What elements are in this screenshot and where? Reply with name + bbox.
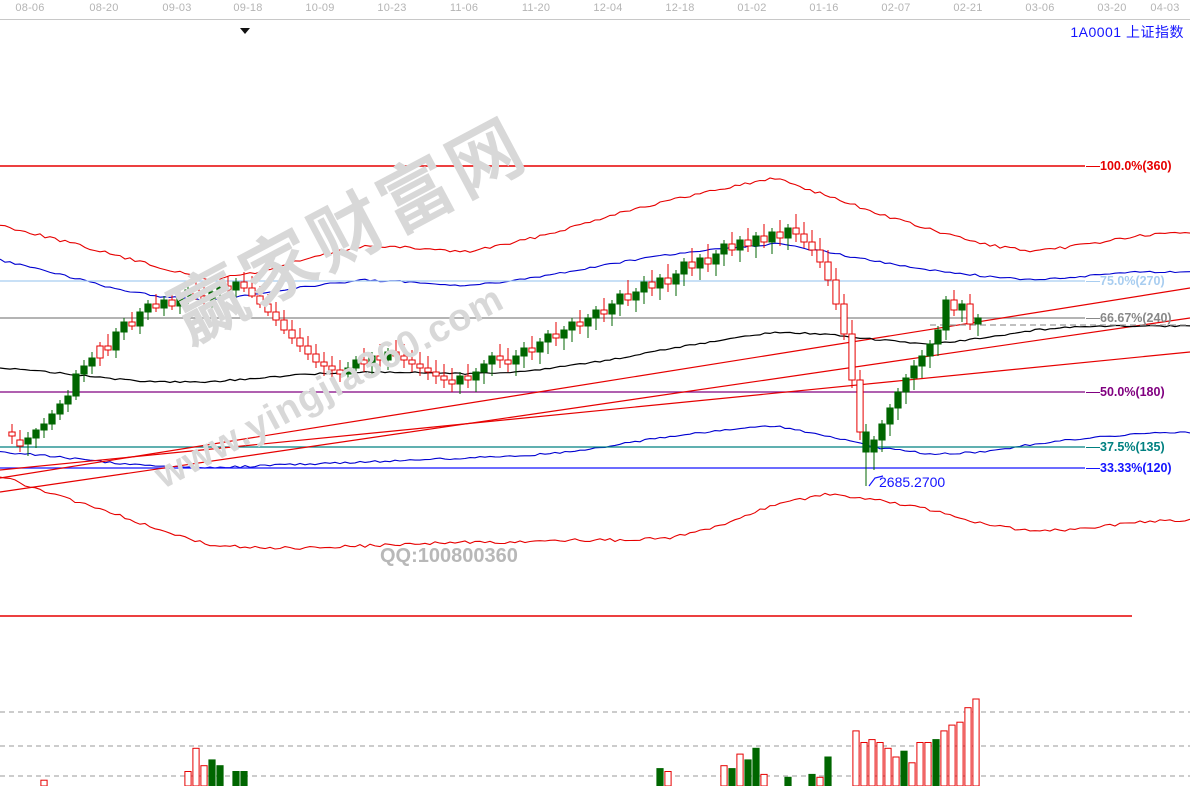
watermark-qq: QQ:100800360 — [380, 545, 518, 567]
fib-label-connector — [1086, 166, 1100, 167]
moving-averages — [0, 324, 1190, 384]
fib-label-connector — [1086, 392, 1100, 393]
fib-level-label: 100.0%(360) — [1100, 159, 1172, 173]
date-tick: 04-03 — [1150, 2, 1180, 14]
fib-level-label: 75.0%(270) — [1100, 274, 1165, 288]
date-tick: 10-09 — [305, 2, 335, 14]
volume-gridlines — [0, 711, 1190, 777]
volume-chart — [0, 698, 1190, 786]
fib-level-label: 66.67%(240) — [1100, 311, 1172, 325]
fibonacci-lines — [0, 165, 1085, 469]
date-tick: 11-06 — [449, 2, 479, 14]
fib-level-label: 50.0%(180) — [1100, 385, 1165, 399]
candlestick-series — [8, 214, 982, 486]
indicator-bands — [0, 177, 1190, 550]
date-tick: 09-18 — [233, 2, 263, 14]
triangle-down-marker-icon[interactable] — [240, 28, 250, 34]
instrument-title: 1A0001 上证指数 — [1070, 24, 1184, 40]
date-tick: 02-21 — [953, 2, 983, 14]
date-axis: 08-06 08-20 09-03 09-18 10-09 10-23 11-06 11-20… — [0, 0, 1190, 20]
date-tick: 01-02 — [737, 2, 767, 14]
date-tick: 08-06 — [15, 2, 45, 14]
price-low-callout: 2685.2700 — [879, 474, 946, 490]
date-tick: 09-03 — [162, 2, 192, 14]
date-tick: 03-20 — [1097, 2, 1127, 14]
fib-label-connector — [1086, 281, 1100, 282]
fib-label-connector — [1086, 447, 1100, 448]
date-tick: 11-20 — [521, 2, 551, 14]
trendlines — [0, 287, 1190, 617]
date-tick: 02-07 — [881, 2, 911, 14]
callout-leader — [868, 475, 884, 487]
date-tick: 01-16 — [809, 2, 839, 14]
date-tick: 03-06 — [1025, 2, 1055, 14]
volume-bars — [40, 698, 980, 786]
fib-label-connector — [1086, 318, 1100, 319]
fib-level-label: 37.5%(135) — [1100, 440, 1165, 454]
fib-level-label: 33.33%(120) — [1100, 461, 1172, 475]
date-axis-rule — [0, 19, 1190, 20]
date-tick: 12-18 — [665, 2, 695, 14]
price-chart — [0, 165, 1190, 617]
date-tick: 08-20 — [89, 2, 119, 14]
date-tick: 12-04 — [593, 2, 623, 14]
date-tick: 10-23 — [377, 2, 407, 14]
fib-label-connector — [1086, 468, 1100, 469]
